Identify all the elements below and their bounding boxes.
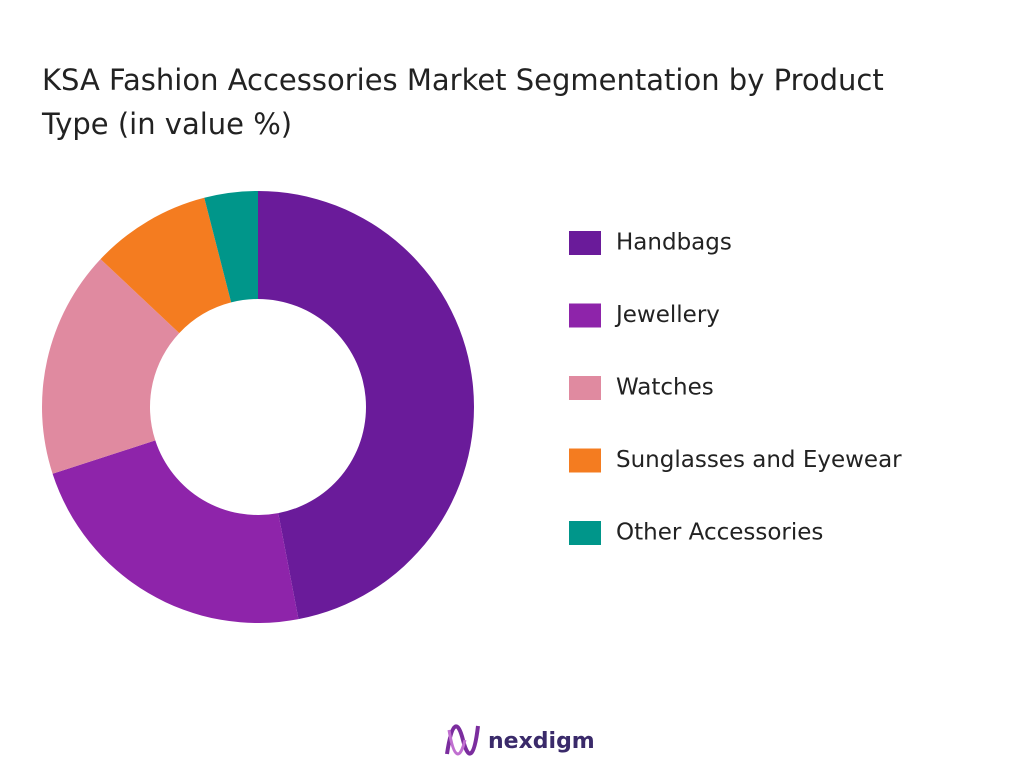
logo-icon (445, 724, 480, 756)
logo-icon (447, 729, 467, 756)
legend-label: Sunglasses and Eyewear (616, 447, 902, 473)
legend-swatch (569, 231, 601, 255)
legend-swatch (569, 521, 601, 545)
legend-label: Handbags (616, 230, 732, 256)
legend-label: Watches (616, 375, 714, 401)
donut-slice (258, 191, 475, 620)
donut-slice (52, 440, 299, 624)
logo-text: nexdigm (488, 729, 595, 754)
logo: nexdigm (445, 724, 595, 756)
legend-label: Other Accessories (616, 520, 823, 546)
legend-swatch (569, 376, 601, 400)
donut-slice (100, 197, 232, 334)
donut-slice (42, 259, 180, 474)
legend-swatch (569, 448, 601, 473)
donut-slice (204, 191, 258, 303)
chart-title: KSA Fashion Accessories Market Segmentat… (42, 63, 884, 141)
legend-swatch (569, 303, 601, 328)
legend-label: Jewellery (614, 302, 720, 328)
